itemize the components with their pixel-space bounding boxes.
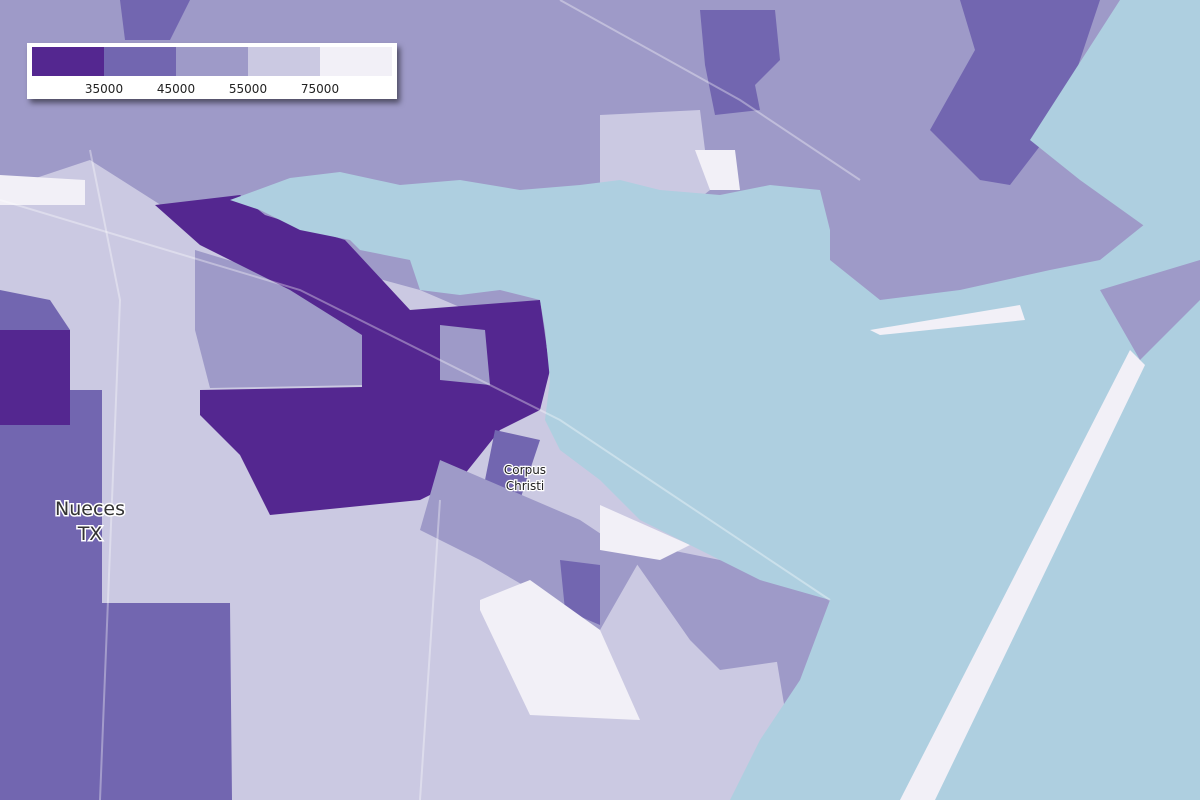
region bbox=[1100, 260, 1200, 360]
roads bbox=[0, 0, 861, 800]
region bbox=[0, 330, 70, 425]
region bbox=[120, 0, 190, 40]
city-label: Christi bbox=[506, 479, 545, 493]
legend-tick: 55000 bbox=[229, 82, 267, 96]
bay bbox=[230, 172, 1200, 800]
region bbox=[620, 540, 810, 670]
region bbox=[700, 10, 780, 115]
county-label: TX bbox=[77, 523, 103, 545]
legend-swatch bbox=[248, 47, 320, 76]
water bbox=[230, 0, 1200, 800]
gulf bbox=[1030, 0, 1200, 230]
legend-swatch bbox=[320, 47, 392, 76]
island bbox=[870, 305, 1025, 335]
legend-tick: 45000 bbox=[157, 82, 195, 96]
barrier-island bbox=[900, 350, 1145, 800]
region bbox=[930, 0, 1100, 185]
region bbox=[0, 175, 85, 205]
region bbox=[440, 325, 490, 385]
legend-tick: 35000 bbox=[85, 82, 123, 96]
region bbox=[195, 250, 365, 388]
region bbox=[155, 195, 550, 515]
region bbox=[0, 390, 232, 800]
legend-tick: 75000 bbox=[301, 82, 339, 96]
region bbox=[695, 150, 740, 190]
region bbox=[600, 505, 690, 560]
region bbox=[480, 580, 640, 720]
legend-swatch bbox=[32, 47, 104, 76]
legend: 35000 45000 55000 75000 bbox=[27, 43, 397, 99]
legend-swatch bbox=[104, 47, 176, 76]
legend-swatch bbox=[176, 47, 248, 76]
city-label: Corpus bbox=[504, 463, 546, 477]
county-label: Nueces bbox=[55, 498, 125, 520]
